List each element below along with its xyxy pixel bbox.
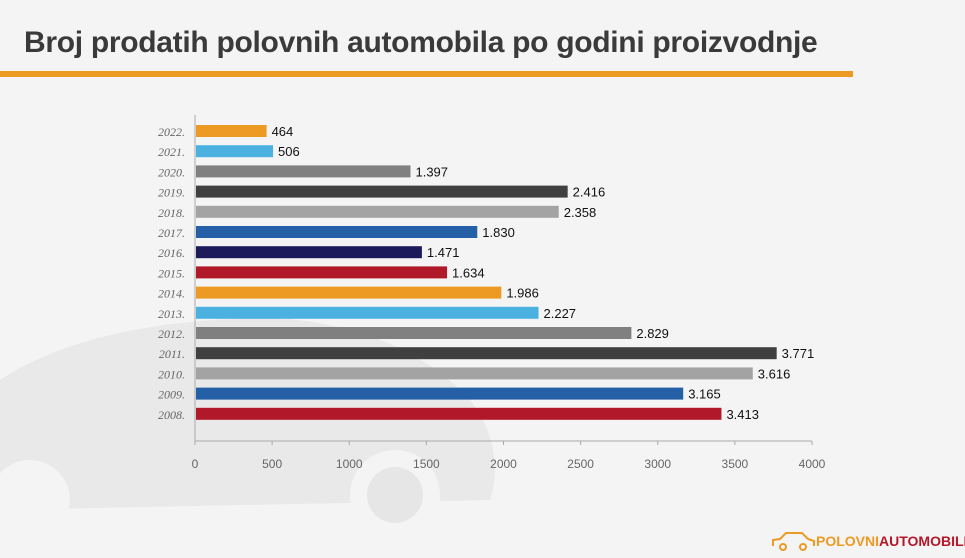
data-label: 2.227 (544, 306, 577, 321)
bar-2016 (196, 246, 422, 259)
data-label: 1.471 (427, 245, 460, 260)
y-category-label: 2022. (158, 125, 185, 139)
data-label: 1.830 (482, 225, 515, 240)
car-logo-icon (772, 532, 815, 551)
y-category-label: 2019. (158, 186, 185, 200)
bar-2017 (196, 226, 478, 238)
data-label: 1.634 (452, 265, 485, 280)
y-category-label: 2015. (158, 266, 185, 280)
bar-2013 (196, 306, 539, 319)
data-label: 464 (272, 124, 294, 139)
title-underline (0, 71, 853, 77)
x-tick-label: 3500 (722, 457, 749, 471)
x-tick-label: 1500 (413, 457, 440, 471)
bar-2009 (196, 387, 684, 400)
y-category-label: 2016. (158, 246, 185, 260)
bar-2011 (196, 347, 777, 360)
x-tick-label: 2500 (567, 457, 594, 471)
x-tick-label: 1000 (336, 457, 363, 471)
bar-2010 (196, 367, 753, 380)
data-label: 2.829 (636, 326, 669, 341)
bar-2020 (196, 165, 411, 178)
polovni-automobili-logo: POLOVNI AUTOMOBILI (770, 530, 965, 552)
y-category-label: 2021. (158, 145, 185, 159)
x-tick-label: 2000 (490, 457, 517, 471)
bar-2015 (196, 266, 448, 279)
data-label: 1.986 (506, 286, 539, 301)
bar-2008 (196, 407, 722, 420)
y-category-label: 2013. (158, 307, 185, 321)
y-category-label: 2017. (158, 226, 185, 240)
y-category-label: 2020. (158, 165, 185, 179)
bar-2022 (196, 125, 267, 137)
bar-2019 (196, 185, 568, 198)
y-category-label: 2010. (158, 367, 185, 381)
data-label: 3.616 (758, 366, 791, 381)
bar-2012 (196, 327, 632, 339)
y-category-label: 2011. (159, 347, 185, 361)
data-label: 2.358 (564, 205, 597, 220)
x-tick-label: 3000 (644, 457, 671, 471)
x-tick-label: 0 (192, 457, 199, 471)
bar-2018 (196, 205, 559, 218)
bar-2021 (196, 145, 274, 158)
y-category-label: 2018. (158, 206, 185, 220)
x-tick-label: 500 (262, 457, 282, 471)
y-category-label: 2008. (158, 408, 185, 422)
bar-2014 (196, 286, 502, 299)
x-tick-label: 4000 (799, 457, 826, 471)
data-label: 2.416 (573, 185, 606, 200)
y-category-label: 2014. (158, 287, 185, 301)
y-category-label: 2012. (158, 327, 185, 341)
data-label: 506 (278, 144, 300, 159)
page-title: Broj prodatih polovnih automobila po god… (24, 26, 818, 59)
data-label: 3.771 (782, 346, 815, 361)
data-label: 3.165 (688, 387, 721, 402)
data-label: 3.413 (726, 407, 759, 422)
data-label: 1.397 (415, 164, 448, 179)
y-category-label: 2009. (158, 388, 185, 402)
